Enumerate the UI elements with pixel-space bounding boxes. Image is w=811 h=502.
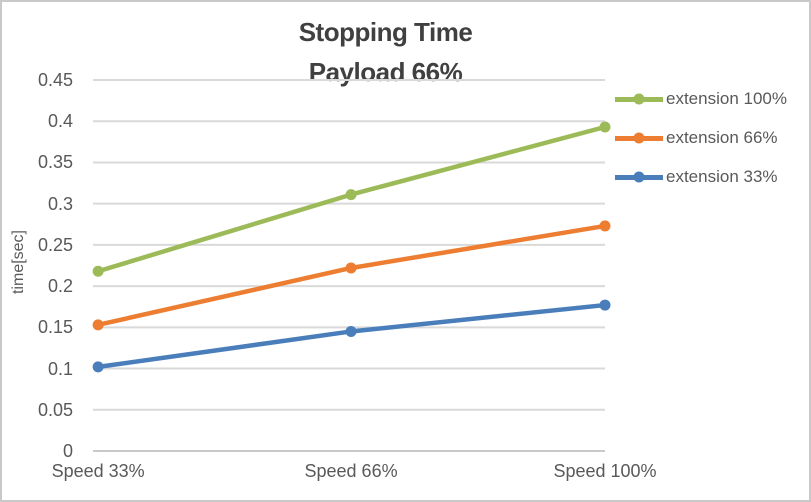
y-tick-label: 0.35	[37, 152, 73, 173]
x-category-label: Speed 100%	[553, 461, 657, 481]
data-point-marker	[345, 325, 357, 337]
legend-marker	[633, 93, 645, 105]
y-tick-label: 0.05	[37, 399, 73, 420]
x-category-label: Speed 33%	[51, 461, 145, 481]
data-point-marker	[599, 121, 611, 133]
y-tick-label: 0.15	[37, 317, 73, 338]
y-tick-label: 0.45	[37, 70, 73, 90]
legend-line-swatch	[615, 171, 663, 183]
y-tick-label: 0.2	[47, 276, 73, 297]
legend-item-label: extension 33%	[666, 167, 778, 186]
legend-item: extension 100%	[615, 86, 787, 112]
data-point-marker	[92, 265, 104, 277]
data-point-marker	[92, 319, 104, 331]
legend-item-label: extension 100%	[666, 89, 787, 108]
data-point-marker	[345, 189, 357, 201]
data-point-marker	[345, 262, 357, 274]
y-tick-label: 0.1	[47, 358, 73, 379]
legend-marker	[633, 132, 645, 144]
data-point-marker	[599, 299, 611, 311]
y-tick-label: 0.25	[37, 234, 73, 255]
x-category-label: Speed 66%	[304, 461, 398, 481]
chart-title-line1: Stopping Time	[298, 17, 473, 47]
chart-title-line2: Payload 66%	[308, 57, 463, 87]
legend-marker	[633, 171, 645, 183]
chart-title: Stopping Time Payload 66%	[0, 12, 771, 92]
legend-line-swatch	[615, 132, 663, 144]
legend-item: extension 66%	[615, 125, 778, 151]
y-tick-label: 0.3	[47, 193, 73, 214]
y-tick-label: 0.4	[47, 111, 73, 132]
legend-item-label: extension 66%	[666, 128, 778, 147]
data-point-marker	[599, 220, 611, 232]
data-point-marker	[92, 361, 104, 373]
legend-line-swatch	[615, 93, 663, 105]
legend-item: extension 33%	[615, 164, 778, 190]
y-tick-label: 0	[62, 441, 73, 461]
series-line	[95, 223, 608, 328]
